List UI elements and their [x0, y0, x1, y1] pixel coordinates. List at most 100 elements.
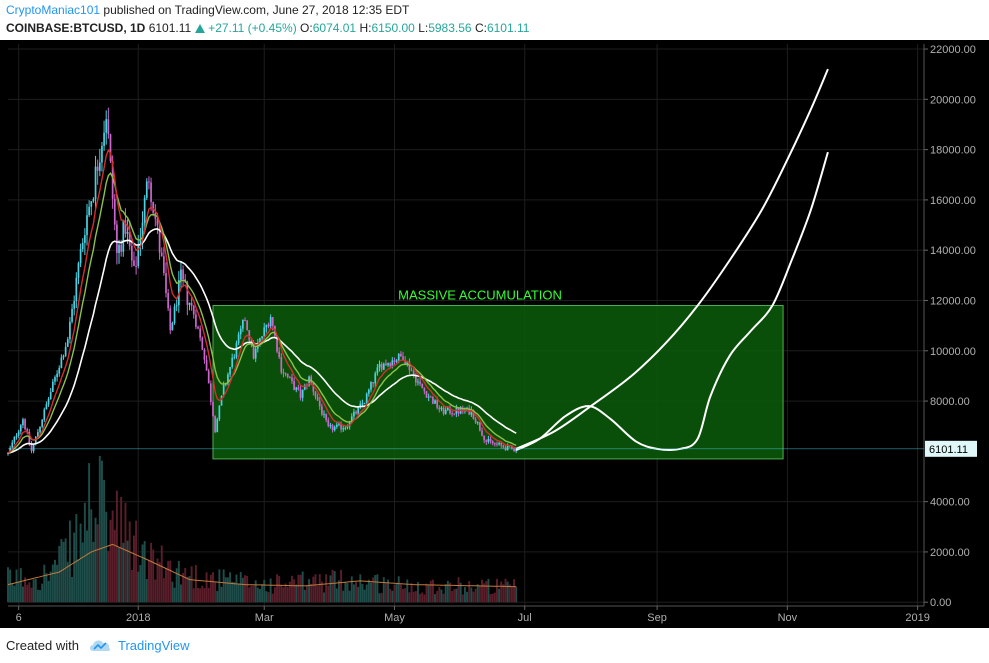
candle-body — [92, 199, 95, 202]
high-value: 6150.00 — [371, 21, 415, 35]
volume-bar — [26, 584, 29, 603]
volume-bar — [109, 519, 112, 603]
candle-body — [237, 334, 240, 344]
volume-bar — [399, 584, 402, 603]
tradingview-brand[interactable]: TradingView — [118, 638, 190, 653]
volume-bar — [342, 590, 345, 603]
tradingview-cloud-icon[interactable] — [88, 637, 112, 653]
candle-body — [438, 407, 441, 410]
time-tick-label: May — [384, 612, 405, 624]
volume-bar — [500, 581, 503, 603]
projection-paths — [515, 68, 829, 452]
volume-bar — [118, 547, 120, 603]
author-link[interactable]: CryptoManiac101 — [6, 3, 101, 17]
candle-body — [235, 343, 238, 357]
volume-bar — [212, 572, 214, 603]
candle-body — [84, 235, 86, 243]
volume-bar — [280, 584, 283, 603]
candle-body — [372, 382, 374, 384]
volume-bar — [282, 587, 285, 603]
candle-body — [30, 443, 33, 452]
price-chart[interactable]: MASSIVE ACCUMULATION 22000.00 20000.00 180… — [0, 40, 989, 628]
candle-body — [165, 273, 167, 294]
volume-average-line — [7, 543, 517, 588]
volume-bar — [150, 542, 153, 603]
candle-body — [54, 377, 56, 382]
candle-body — [105, 119, 108, 133]
volume-bar — [374, 575, 377, 603]
volume-bar — [32, 579, 35, 603]
volume-bar — [314, 574, 317, 603]
candle-body — [301, 389, 304, 398]
volume-bar — [77, 559, 80, 603]
volume-bar — [316, 585, 319, 603]
volume-bar — [337, 580, 340, 603]
volume-bar — [49, 571, 52, 603]
candle-body — [271, 317, 274, 326]
candle-body — [269, 317, 272, 327]
volume-bar — [442, 593, 445, 603]
volume-bar — [241, 577, 244, 603]
volume-bar — [286, 587, 289, 603]
volume-bar — [92, 541, 95, 603]
volume-bar — [419, 593, 422, 603]
candle-body — [446, 407, 449, 410]
candle-body — [41, 419, 44, 427]
volume-bar — [295, 584, 298, 603]
volume-bar — [62, 541, 65, 603]
volume-bar — [11, 583, 14, 603]
price-tick-label: 14000.00 — [930, 245, 976, 257]
price-tick-label: 8000.00 — [930, 396, 970, 408]
candle-body — [496, 443, 498, 445]
volume-bar — [357, 586, 360, 603]
volume-bar — [359, 574, 362, 603]
volume-bar — [252, 585, 255, 603]
volume-bar — [325, 574, 328, 603]
volume-bar — [158, 562, 161, 603]
volume-bar — [457, 577, 460, 603]
volume-bar — [513, 579, 516, 603]
candle-body — [111, 161, 114, 199]
volume-bar — [421, 592, 424, 603]
candle-body — [60, 357, 63, 368]
candle-body — [500, 442, 503, 446]
candle-body — [491, 441, 494, 444]
volume-bar — [293, 579, 296, 603]
candle-body — [267, 324, 270, 327]
volume-bar — [389, 588, 392, 603]
volume-bar — [271, 593, 274, 603]
candle-body — [444, 409, 447, 414]
volume-bar — [470, 587, 473, 603]
candle-body — [263, 327, 266, 337]
volume-bar — [229, 572, 232, 603]
price-axis[interactable]: 22000.00 20000.00 18000.00 16000.00 14000.00… — [923, 44, 976, 609]
candle-body — [62, 355, 65, 358]
price-tick-label: 10000.00 — [930, 346, 976, 358]
volume-bar — [446, 580, 449, 603]
candle-body — [276, 335, 278, 352]
time-axis[interactable]: 6 2018 Mar May Jul Sep Nov 2019 — [8, 605, 930, 624]
candle-body — [17, 431, 20, 436]
volume-bar — [94, 517, 97, 603]
candle-body — [69, 321, 71, 340]
candle-body — [291, 377, 293, 382]
volume-bar — [493, 592, 496, 603]
volume-bar — [203, 588, 206, 603]
volume-bar — [455, 588, 458, 603]
volume-bar — [273, 587, 276, 603]
candle-body — [335, 424, 338, 427]
volume-bar — [416, 582, 419, 603]
candle-body — [314, 391, 317, 397]
volume-bar — [256, 587, 259, 603]
volume-bar — [190, 566, 193, 603]
candle-body — [367, 389, 370, 394]
candle-body — [51, 381, 54, 392]
candle-body — [81, 242, 84, 250]
volume-bar — [483, 583, 486, 603]
price-tick-label: 0.00 — [930, 597, 951, 609]
volume-bar — [344, 581, 347, 603]
volume-bar — [90, 509, 93, 603]
candle-body — [39, 426, 41, 433]
volume-bar — [207, 587, 210, 603]
candle-body — [385, 363, 387, 366]
